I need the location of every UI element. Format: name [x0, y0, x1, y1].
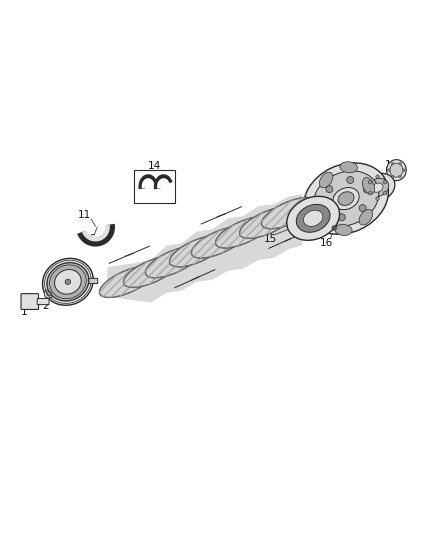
Ellipse shape — [170, 236, 225, 267]
FancyBboxPatch shape — [134, 170, 175, 203]
Ellipse shape — [403, 169, 405, 172]
Ellipse shape — [338, 214, 345, 221]
Ellipse shape — [42, 259, 93, 305]
Ellipse shape — [360, 173, 395, 202]
Ellipse shape — [240, 207, 295, 238]
Text: 4: 4 — [81, 281, 88, 292]
Ellipse shape — [362, 177, 374, 194]
Ellipse shape — [313, 171, 379, 227]
Ellipse shape — [333, 188, 359, 209]
Text: 14: 14 — [148, 161, 161, 171]
Text: 15: 15 — [264, 235, 277, 244]
Ellipse shape — [366, 179, 389, 197]
Ellipse shape — [304, 210, 323, 227]
Ellipse shape — [287, 196, 339, 240]
Ellipse shape — [304, 163, 389, 235]
Ellipse shape — [145, 246, 201, 278]
FancyBboxPatch shape — [37, 298, 49, 304]
FancyBboxPatch shape — [89, 278, 98, 284]
Ellipse shape — [296, 204, 330, 232]
Ellipse shape — [47, 263, 89, 301]
Ellipse shape — [321, 204, 328, 211]
Ellipse shape — [65, 279, 71, 285]
Ellipse shape — [383, 191, 387, 195]
Ellipse shape — [368, 191, 372, 195]
Ellipse shape — [332, 226, 336, 230]
Ellipse shape — [364, 186, 371, 193]
Text: 1: 1 — [21, 308, 28, 318]
Ellipse shape — [368, 181, 372, 184]
Text: 3: 3 — [54, 288, 61, 298]
Ellipse shape — [261, 197, 317, 229]
Text: 16: 16 — [320, 238, 333, 248]
Ellipse shape — [319, 172, 333, 188]
Ellipse shape — [386, 159, 406, 181]
Text: 11: 11 — [78, 210, 91, 220]
Ellipse shape — [388, 169, 390, 172]
Ellipse shape — [318, 203, 330, 220]
Ellipse shape — [55, 270, 81, 294]
Ellipse shape — [392, 163, 394, 165]
Ellipse shape — [326, 185, 333, 192]
Ellipse shape — [392, 175, 394, 178]
Ellipse shape — [399, 175, 401, 178]
Ellipse shape — [347, 176, 354, 183]
Ellipse shape — [359, 205, 366, 212]
Ellipse shape — [335, 224, 352, 236]
Text: 6: 6 — [88, 234, 95, 244]
Text: 19: 19 — [385, 160, 398, 170]
Ellipse shape — [376, 175, 379, 179]
Ellipse shape — [47, 292, 51, 296]
Ellipse shape — [372, 183, 383, 192]
FancyBboxPatch shape — [21, 294, 39, 310]
Ellipse shape — [44, 289, 54, 298]
Text: 18: 18 — [357, 187, 370, 197]
Ellipse shape — [99, 266, 155, 297]
Text: 2: 2 — [42, 301, 49, 311]
Text: 5: 5 — [113, 282, 120, 292]
Ellipse shape — [215, 217, 271, 248]
Text: 17: 17 — [321, 181, 334, 191]
Ellipse shape — [124, 256, 179, 287]
Ellipse shape — [390, 163, 403, 177]
Polygon shape — [107, 194, 302, 302]
Ellipse shape — [340, 161, 357, 173]
Ellipse shape — [376, 197, 379, 200]
Ellipse shape — [399, 163, 401, 165]
Ellipse shape — [383, 181, 387, 184]
Ellipse shape — [338, 192, 354, 206]
Ellipse shape — [191, 227, 247, 258]
Ellipse shape — [359, 209, 373, 225]
